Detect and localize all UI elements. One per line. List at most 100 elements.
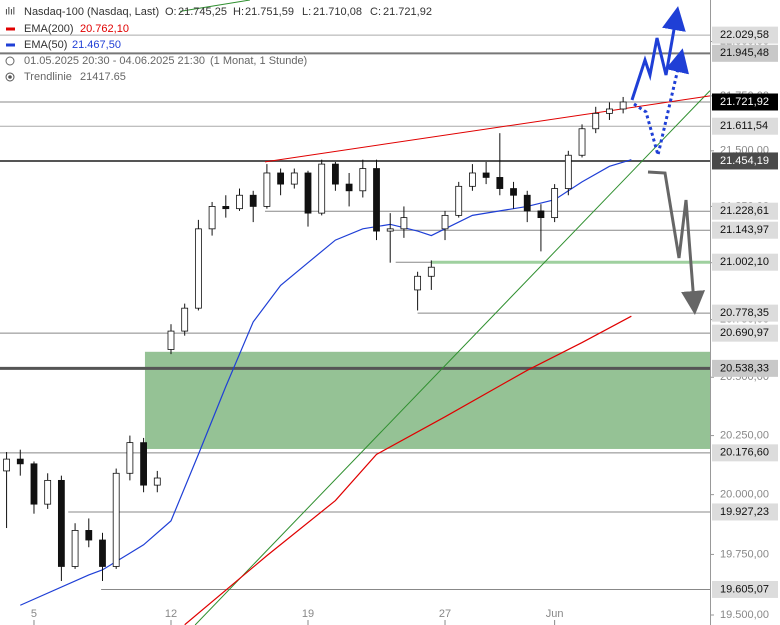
ohlc-value: 21.710,08 [313, 6, 362, 18]
y-tick-label: 20.250,00 [720, 429, 769, 441]
plot-area [0, 0, 710, 625]
candle-body [290, 172, 298, 185]
legend-value: 20.762,10 [80, 23, 129, 35]
candle-body [167, 330, 175, 350]
zone [144, 351, 710, 449]
level-label: 19.927,23 [720, 506, 769, 518]
candle-body [263, 172, 271, 207]
forecast-up [630, 6, 686, 101]
candle-body [140, 442, 147, 486]
forecast-arrows [630, 6, 706, 315]
candle-body [181, 307, 189, 332]
indicator-line [184, 315, 632, 625]
legend-value: 21417.65 [80, 71, 126, 83]
clock-icon [5, 56, 15, 66]
candle-body [208, 206, 216, 230]
ohlc-label: C: [370, 6, 381, 18]
level-label: 21.228,61 [720, 205, 769, 217]
level-box [712, 444, 778, 462]
level-label: 21.454,19 [720, 155, 769, 167]
candle-body [277, 172, 285, 185]
candle-body [427, 266, 435, 277]
legend-value: 21.467,50 [72, 39, 121, 51]
candle-body [16, 458, 24, 465]
level-box [712, 253, 778, 271]
level-label: 20.778,35 [720, 307, 769, 319]
candle-body [537, 210, 545, 219]
date-range: 01.05.2025 20:30 - 04.06.2025 21:30 [24, 55, 205, 67]
level-box [712, 580, 778, 598]
candle-body [551, 188, 559, 219]
level-label: 21.002,10 [720, 256, 769, 268]
candle-body [469, 172, 476, 187]
level-label: 20.176,60 [720, 447, 769, 459]
level-label: 22.029,58 [720, 29, 769, 41]
candle-body [564, 154, 572, 189]
candle-body [482, 172, 490, 178]
candle-body [57, 479, 65, 567]
candle-body [619, 101, 627, 110]
trendline [264, 95, 710, 163]
legend-title: Nasdaq-100 (Nasdaq, Last) [24, 6, 159, 18]
candle-body [318, 163, 326, 214]
level-box [712, 26, 778, 44]
candle-body [194, 228, 202, 309]
level-label: 20.538,33 [720, 362, 769, 374]
period: (1 Monat, 1 Stunde) [210, 55, 307, 67]
level-label: 21.945,48 [720, 47, 769, 59]
level-label: 21.143,97 [720, 224, 769, 236]
trendline [179, 0, 250, 12]
candle-body [44, 479, 52, 505]
legend: ılıl Nasdaq-100 (Nasdaq, Last) O: 21.745… [5, 6, 432, 83]
level-label: 20.690,97 [720, 327, 769, 339]
candle-body [592, 112, 600, 130]
candle-body [578, 128, 586, 156]
legend-entry: EMA(200) [24, 23, 74, 35]
level-box [712, 221, 778, 239]
candle-body [153, 477, 161, 486]
y-tick-label: 19.750,00 [720, 548, 769, 560]
level-label: 19.605,07 [720, 583, 769, 595]
x-label-bg [23, 607, 44, 620]
x-label-bg [435, 607, 456, 620]
level-label: 21.721,92 [720, 96, 769, 108]
level-box [712, 503, 778, 521]
candle-body [359, 168, 367, 192]
candle-body [373, 168, 380, 232]
level-box [712, 152, 778, 170]
candle-body [510, 188, 517, 196]
candle-body [85, 530, 93, 541]
candle-body [112, 472, 120, 567]
y-tick-label: 19.500,00 [720, 609, 769, 621]
candle-body [71, 530, 79, 567]
level-box [712, 304, 778, 322]
candle-body [99, 539, 106, 567]
x-label-bg [544, 607, 565, 620]
x-label-bg [298, 607, 319, 620]
level-box [712, 359, 778, 377]
y-tick-label: 20.000,00 [720, 489, 769, 501]
x-tick-label: 27 [439, 608, 451, 620]
candle-body [126, 442, 134, 474]
ohlc-label: L: [302, 6, 311, 18]
indicator-line [20, 159, 632, 606]
candle-body [3, 458, 10, 472]
level-box [712, 324, 778, 342]
candle-body [606, 108, 613, 114]
candle-body [332, 163, 339, 185]
ohlc-value: 21.721,92 [383, 6, 432, 18]
icon: ılıl [5, 7, 15, 18]
forecast-dotted [633, 48, 689, 156]
candle-body [236, 194, 243, 210]
level-box [712, 202, 778, 220]
candle-body [222, 206, 230, 210]
ohlc-value: 21.751,59 [245, 6, 294, 18]
candle-body [249, 194, 257, 207]
level-box [712, 117, 778, 135]
legend-entry: Trendlinie [24, 71, 72, 83]
candle-body [441, 214, 449, 230]
trendline [194, 90, 710, 625]
ohlc-label: O: [165, 6, 177, 18]
candle-body [414, 275, 422, 291]
legend-entry: EMA(50) [24, 39, 67, 51]
